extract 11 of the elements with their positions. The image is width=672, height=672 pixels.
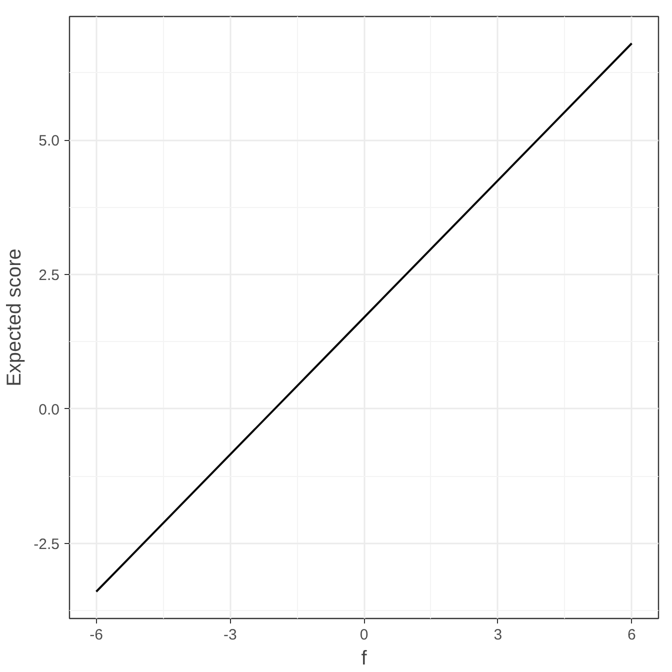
y-tick-label: -2.5 [34,536,60,553]
x-tick-label: 0 [360,626,368,644]
x-tick-label: -3 [223,626,237,644]
y-tick-label: 5.0 [38,132,60,150]
x-tick-label: 3 [494,626,502,644]
y-axis-title: Expected score [4,248,26,386]
x-tick-label: 6 [628,626,636,644]
y-tick-label: 0.0 [38,401,60,418]
x-axis-title: f [361,648,368,670]
x-tick-label: -6 [90,626,103,644]
y-tick-label: 2.5 [38,267,60,284]
